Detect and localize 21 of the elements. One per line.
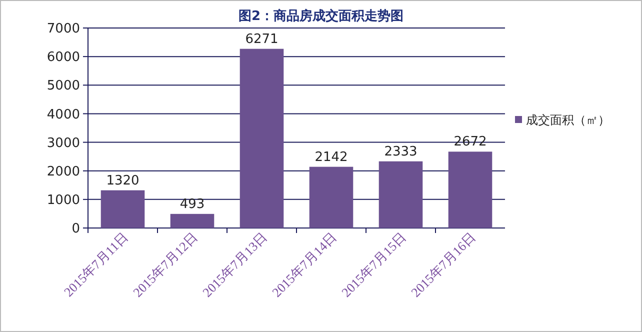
chart-title: 图2：商品房成交面积走势图: [238, 8, 404, 24]
data-label: 2333: [384, 144, 418, 160]
bar: [378, 161, 423, 228]
data-label: 493: [180, 196, 205, 212]
bar: [170, 214, 214, 228]
y-tick-label: 6000: [46, 50, 80, 66]
data-label: 6271: [245, 32, 278, 47]
legend-label: 成交面积（㎡）: [526, 113, 610, 128]
y-tick-label: 2000: [46, 164, 80, 180]
y-tick-label: 4000: [46, 107, 80, 122]
data-label: 2142: [314, 150, 348, 165]
bar: [309, 166, 354, 228]
bar: [448, 152, 492, 228]
y-tick-label: 7000: [46, 22, 80, 37]
y-tick-label: 5000: [46, 78, 80, 94]
data-label: 1320: [106, 173, 140, 188]
y-tick-label: 3000: [46, 136, 80, 151]
bar: [100, 190, 145, 228]
bar: [240, 48, 284, 228]
y-tick-label: 0: [72, 222, 80, 237]
y-tick-label: 1000: [46, 192, 80, 208]
